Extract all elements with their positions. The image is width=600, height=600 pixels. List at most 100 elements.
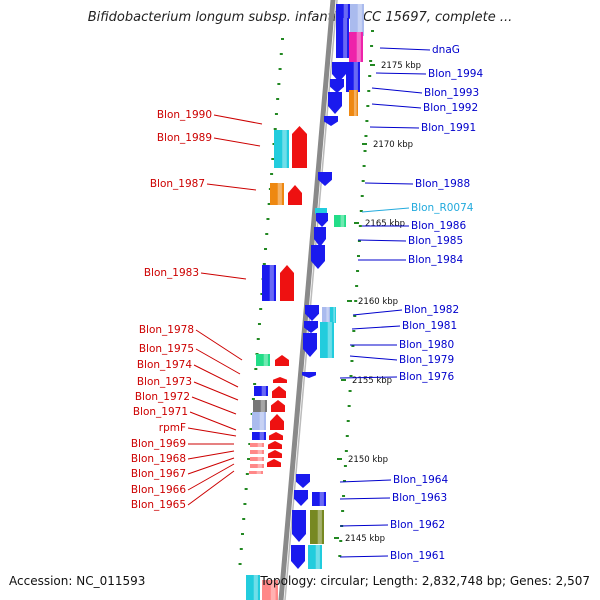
gene-label-blon_1986: Blon_1986 bbox=[411, 220, 466, 232]
scale-label: 2165 kbp bbox=[365, 219, 405, 229]
dot-tick-left bbox=[266, 218, 270, 220]
forward-feature-6 bbox=[332, 62, 346, 82]
feature-layer bbox=[246, 4, 364, 600]
dot-tick-right bbox=[350, 360, 354, 362]
dot-tick-left bbox=[278, 68, 282, 70]
dot-tick-right bbox=[348, 390, 352, 392]
dot-tick-right bbox=[371, 30, 374, 32]
label-layer: dnaG Blon_1994 Blon_1993 Blon_1992 Blon_1991… bbox=[131, 44, 484, 562]
dot-tick-right bbox=[367, 90, 371, 92]
dot-tick-right bbox=[361, 180, 365, 182]
gene-label-blon_1992: Blon_1992 bbox=[423, 102, 478, 114]
dot-tick-right bbox=[359, 210, 363, 212]
dot-tick-left bbox=[243, 503, 247, 505]
leader-line bbox=[339, 376, 398, 379]
forward-feature-18 bbox=[330, 307, 336, 323]
gene-label-blon_1991: Blon_1991 bbox=[421, 122, 476, 134]
gene-label-blon_1961: Blon_1961 bbox=[390, 550, 445, 562]
forward-feature-1-body bbox=[350, 4, 364, 36]
dot-tick-right bbox=[345, 435, 349, 437]
dot-tick-left bbox=[256, 338, 260, 340]
dot-tick-right bbox=[356, 270, 360, 272]
reverse-feature-23 bbox=[250, 464, 264, 468]
dot-tick-right bbox=[364, 135, 368, 137]
reverse-feature-5 bbox=[280, 265, 294, 301]
leader-line bbox=[351, 325, 401, 330]
forward-feature-1 bbox=[350, 4, 364, 36]
forward-feature-5-body bbox=[349, 90, 358, 116]
dot-tick-right bbox=[342, 480, 346, 482]
gene-label-blon_1968: Blon_1968 bbox=[131, 453, 186, 465]
reverse-feature-20-shine bbox=[257, 443, 262, 447]
scale-tick bbox=[337, 458, 342, 460]
accession-text: Accession: NC_011593 bbox=[9, 574, 146, 588]
gene-label-blon_1979: Blon_1979 bbox=[399, 354, 454, 366]
leader-line bbox=[375, 72, 427, 75]
gene-label-blon_1971: Blon_1971 bbox=[133, 406, 188, 418]
reverse-feature-9-body bbox=[254, 386, 268, 396]
leader-line bbox=[357, 239, 407, 242]
reverse-feature-1 bbox=[292, 126, 307, 168]
reverse-feature-3 bbox=[288, 185, 302, 205]
dot-tick-right bbox=[344, 450, 348, 452]
reverse-feature-20 bbox=[250, 443, 264, 447]
gene-label-blon_1989: Blon_1989 bbox=[157, 132, 212, 144]
reverse-feature-24-body bbox=[249, 471, 263, 474]
forward-feature-27-shine bbox=[317, 510, 322, 544]
dot-tick-left bbox=[262, 263, 266, 265]
leader-line bbox=[187, 470, 235, 506]
leader-line bbox=[339, 479, 392, 483]
reverse-feature-20-body bbox=[250, 443, 264, 447]
forward-feature-20 bbox=[303, 333, 317, 357]
gene-label-dnag: dnaG bbox=[432, 44, 460, 56]
reverse-feature-14 bbox=[270, 414, 284, 430]
leader-line bbox=[195, 348, 241, 375]
forward-feature-8 bbox=[328, 92, 342, 114]
topology-text: Topology: circular; Length: 2,832,748 bp… bbox=[260, 574, 590, 588]
leader-line bbox=[371, 103, 422, 109]
leader-line bbox=[213, 137, 261, 147]
dot-tick-left bbox=[253, 383, 257, 385]
gene-label-blon_1980: Blon_1980 bbox=[399, 339, 454, 351]
gene-label-blon_1985: Blon_1985 bbox=[408, 235, 463, 247]
forward-feature-4-body bbox=[346, 62, 360, 92]
reverse-feature-21 bbox=[250, 450, 264, 454]
reverse-feature-13 bbox=[252, 412, 266, 430]
reverse-feature-25 bbox=[246, 575, 260, 600]
dot-tick-right bbox=[343, 465, 347, 467]
forward-feature-21-shine bbox=[327, 322, 332, 358]
gene-label-blon_1982: Blon_1982 bbox=[404, 304, 459, 316]
dot-tick-left bbox=[238, 563, 242, 565]
gene-label-blon_1981: Blon_1981 bbox=[402, 320, 457, 332]
leader-line bbox=[187, 457, 235, 475]
reverse-feature-21-shine bbox=[257, 450, 262, 454]
forward-feature-25-body bbox=[312, 492, 326, 506]
scale-label: 2160 kbp bbox=[358, 297, 398, 307]
reverse-feature-26 bbox=[262, 580, 278, 600]
reverse-feature-10 bbox=[272, 386, 286, 398]
reverse-feature-22-body bbox=[250, 457, 264, 461]
forward-feature-28 bbox=[291, 545, 305, 569]
leader-line bbox=[200, 272, 247, 280]
leader-line bbox=[352, 309, 403, 316]
dot-tick-left bbox=[244, 488, 248, 490]
gene-label-blon_1983: Blon_1983 bbox=[144, 267, 199, 279]
reverse-feature-9 bbox=[254, 386, 268, 396]
scale-label: 2175 kbp bbox=[381, 61, 421, 71]
reverse-feature-23-body bbox=[250, 464, 264, 468]
reverse-feature-4-body bbox=[262, 265, 276, 301]
dot-tick-left bbox=[259, 308, 263, 310]
leader-line bbox=[371, 87, 423, 94]
dot-tick-left bbox=[251, 398, 255, 400]
forward-feature-2 bbox=[336, 18, 349, 58]
dot-tick-left bbox=[277, 83, 281, 85]
reverse-feature-24 bbox=[249, 471, 263, 474]
dot-tick-right bbox=[339, 540, 343, 542]
gene-label-blon_1967: Blon_1967 bbox=[131, 468, 186, 480]
reverse-feature-23-shine bbox=[257, 464, 262, 468]
reverse-feature-22-shine bbox=[257, 457, 262, 461]
dot-tick-left bbox=[248, 443, 252, 445]
forward-feature-18-body bbox=[330, 307, 336, 323]
leader-line bbox=[193, 364, 239, 388]
reverse-feature-0-shine bbox=[282, 130, 287, 168]
